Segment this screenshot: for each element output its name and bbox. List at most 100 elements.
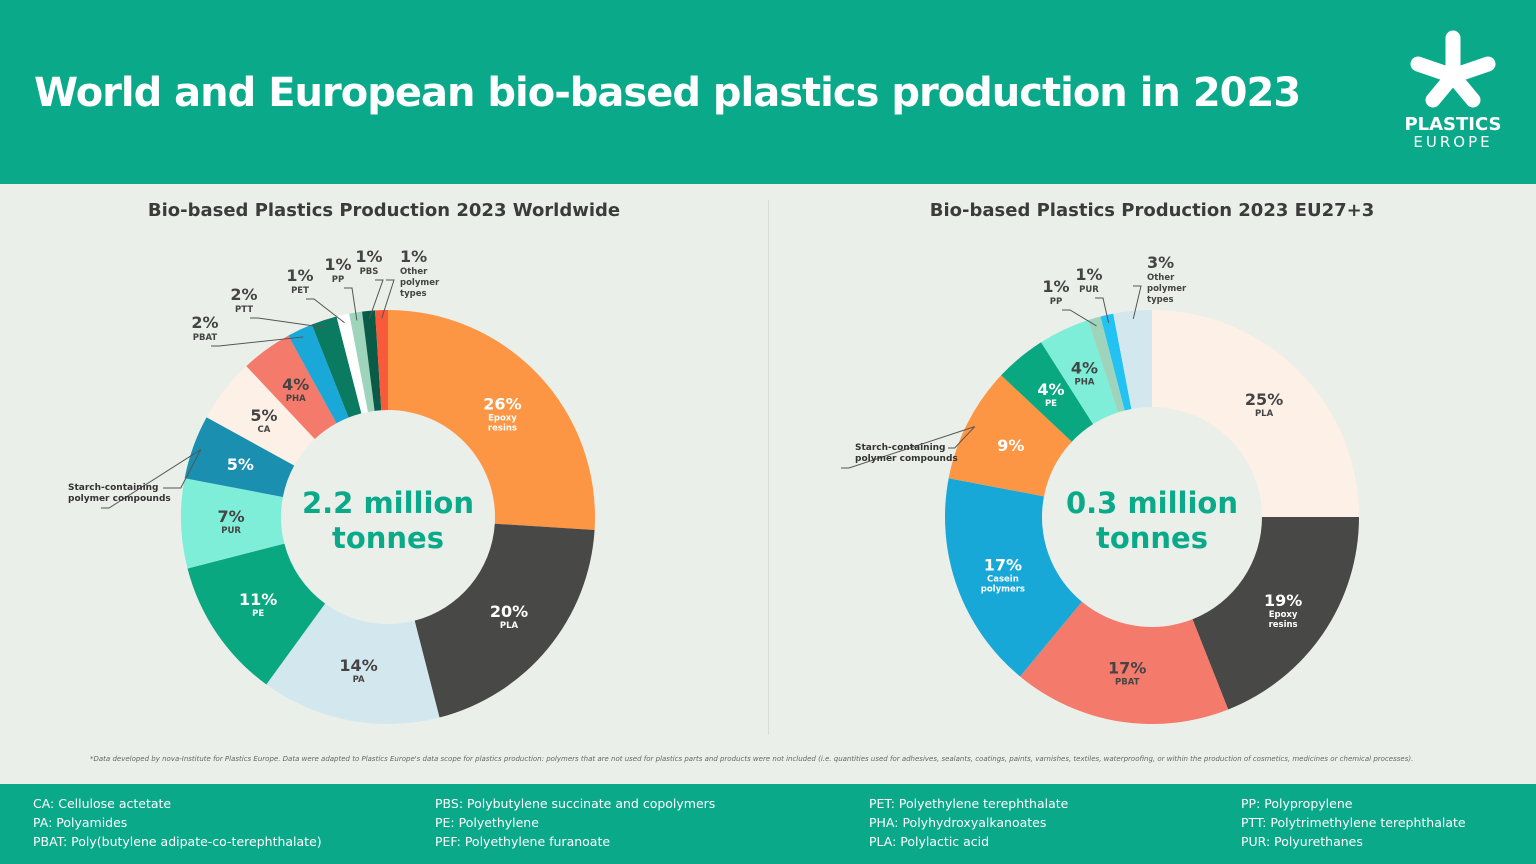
leader-line xyxy=(1062,309,1097,327)
slice-name-label: Starch-containing xyxy=(855,443,946,453)
footnote: *Data developed by nova-Institute for Pl… xyxy=(90,755,1414,763)
chart-title-worldwide: Bio-based Plastics Production 2023 World… xyxy=(147,200,621,221)
center-total-unit: tonnes xyxy=(1096,521,1208,555)
slice-name-label: polymers xyxy=(981,585,1025,595)
legend-item: PUR: Polyurethanes xyxy=(1241,834,1363,849)
slice-name-label: polymer xyxy=(1147,284,1187,294)
legend-item: PBS: Polybutylene succinate and copolyme… xyxy=(435,796,716,811)
divider xyxy=(768,200,769,735)
slice-pe xyxy=(1001,342,1094,442)
legend-column: PP: Polypropylene PTT: Polytrimethylene t… xyxy=(1241,794,1466,851)
slice-value-label: 5% xyxy=(227,455,254,474)
slice-value-label: 3% xyxy=(1147,253,1174,272)
slice-name-label: Epoxy xyxy=(488,414,517,424)
slice-pa xyxy=(266,603,440,724)
slice-name-label: Other xyxy=(400,267,428,277)
slice-name-label: Epoxy xyxy=(1269,610,1298,620)
slice-name-label: Other xyxy=(1147,273,1175,283)
slice-casein-polymers xyxy=(944,478,1082,677)
slice-starch-containing-polymer-compounds xyxy=(184,417,295,497)
logo-text: EUROPE xyxy=(1413,133,1493,151)
slice-value-label: 5% xyxy=(250,406,277,425)
donut-charts: 26%Epoxyresins20%PLA14%PA11%PE7%PURStarc… xyxy=(68,247,1359,724)
slice-value-label: 1% xyxy=(1042,277,1069,296)
leader-line xyxy=(1095,297,1110,323)
slice-value-label: 1% xyxy=(324,255,351,274)
slice-name-label: PUR xyxy=(1079,285,1099,295)
legend-item: PHA: Polyhydroxyalkanoates xyxy=(869,815,1047,830)
slice-value-label: 20% xyxy=(490,602,528,621)
slice-value-label: 17% xyxy=(984,556,1022,575)
slice-name-label: PTT xyxy=(235,305,253,315)
slice-epoxy-resins xyxy=(1192,517,1359,710)
slice-value-label: 14% xyxy=(339,656,377,675)
legend-column: PET: Polyethylene terephthalate PHA: Poly… xyxy=(869,794,1068,851)
leader-line xyxy=(163,449,202,489)
slice-name-label: polymer compounds xyxy=(855,454,958,464)
slice-pla xyxy=(1152,310,1359,517)
slice-pur xyxy=(1100,313,1132,411)
slice-value-label: 19% xyxy=(1264,591,1302,610)
slice-value-label: 9% xyxy=(997,436,1024,455)
slice-ca xyxy=(206,366,315,466)
slice-name-label: PA xyxy=(353,675,365,685)
center-total-unit: tonnes xyxy=(332,521,444,555)
slice-pbs xyxy=(362,310,382,411)
slice-value-label: 7% xyxy=(217,507,244,526)
slice-name-label: PET xyxy=(291,286,309,296)
slice-pha xyxy=(246,335,337,440)
slice-pet xyxy=(336,313,368,414)
slice-pha xyxy=(1041,320,1119,425)
center-total-value: 2.2 million xyxy=(302,486,474,520)
leader-line xyxy=(250,317,327,329)
legend-item: PTT: Polytrimethylene terephthalate xyxy=(1241,815,1466,830)
leader-line xyxy=(948,426,976,449)
slice-value-label: 4% xyxy=(1037,380,1064,399)
slice-value-label: 1% xyxy=(355,247,382,266)
legend-item: PBAT: Poly(butylene adipate-co-terephtha… xyxy=(33,834,322,849)
slice-pbat xyxy=(1020,601,1229,724)
slice-name-label: CA xyxy=(258,425,271,435)
slice-name-label: PLA xyxy=(500,621,519,631)
slice-epoxy-resins xyxy=(388,310,595,530)
legend-item: PLA: Polylactic acid xyxy=(869,834,990,849)
slice-name-label: PP xyxy=(1050,297,1062,307)
slice-name-label: PE xyxy=(252,609,264,619)
page-title: World and European bio-based plastics pr… xyxy=(34,70,1301,116)
legend-item: PA: Polyamides xyxy=(33,815,128,830)
slice-name-label: PP xyxy=(332,275,344,285)
slice-name-label: PHA xyxy=(1075,378,1095,388)
header: World and European bio-based plastics pr… xyxy=(0,0,1536,184)
slice-value-label: 26% xyxy=(483,395,521,414)
slice-name-label: PUR xyxy=(221,526,241,536)
slice-value-label: 17% xyxy=(1108,659,1146,678)
slice-name-label: resins xyxy=(1269,620,1298,630)
leader-line xyxy=(1132,285,1142,319)
slice-name-label: PLA xyxy=(1255,409,1274,419)
center-total-value: 0.3 million xyxy=(1066,486,1238,520)
legend-item: PET: Polyethylene terephthalate xyxy=(869,796,1069,811)
slice-pla xyxy=(414,523,595,718)
leader-line xyxy=(211,336,304,347)
legend-item: PP: Polypropylene xyxy=(1241,796,1353,811)
slice-value-label: 2% xyxy=(191,313,218,332)
leader-line xyxy=(841,426,975,469)
plastics-europe-logo-icon xyxy=(1410,30,1496,108)
slice-name-label: Casein xyxy=(987,575,1019,585)
slice-pe xyxy=(187,543,326,685)
legend-column: PBS: Polybutylene succinate and copolyme… xyxy=(435,794,715,851)
slice-name-label: PBS xyxy=(360,267,379,277)
slice-name-label: PHA xyxy=(286,394,306,404)
slice-value-label: 1% xyxy=(1075,265,1102,284)
slice-value-label: 11% xyxy=(239,590,277,609)
slice-name-label: PE xyxy=(1045,399,1057,409)
slice-name-label: polymer compounds xyxy=(68,494,171,504)
slice-name-label: resins xyxy=(488,424,517,434)
slice-value-label: 25% xyxy=(1245,390,1283,409)
slice-pp xyxy=(349,311,375,412)
leader-line xyxy=(344,287,358,321)
slice-name-label: Starch-containing xyxy=(68,483,159,493)
slice-name-label: types xyxy=(1147,295,1174,305)
legend-item: PE: Polyethylene xyxy=(435,815,539,830)
logo-text: PLASTICS xyxy=(1404,114,1502,135)
